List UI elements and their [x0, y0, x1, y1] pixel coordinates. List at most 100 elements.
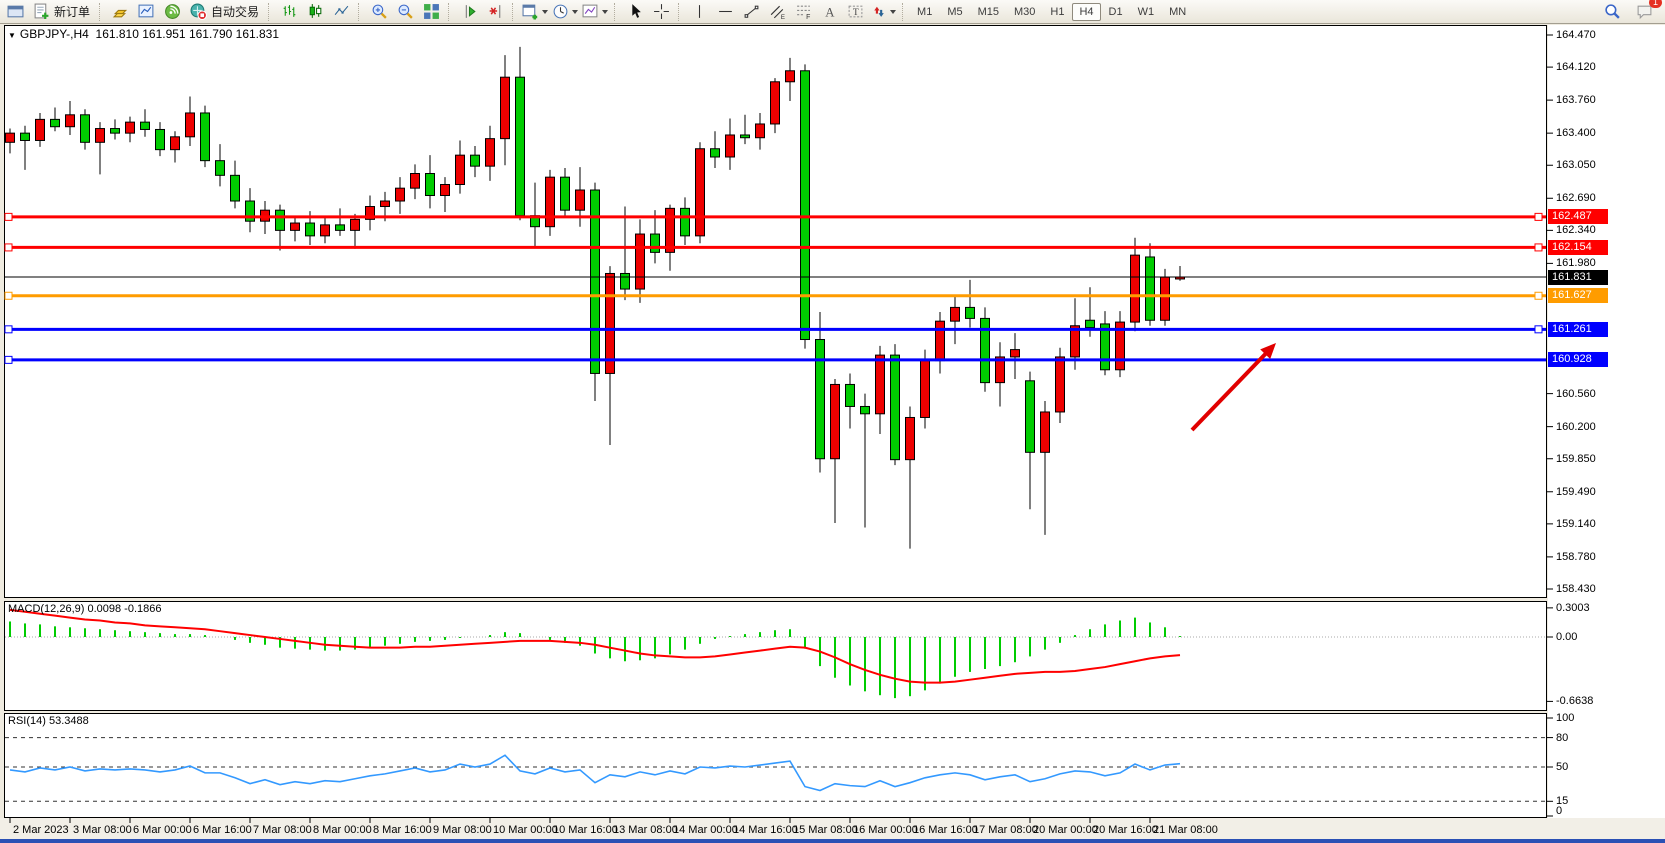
- candle: [140, 121, 150, 130]
- new-chart-button[interactable]: [520, 2, 550, 22]
- candle: [215, 160, 225, 176]
- crosshair-button[interactable]: [648, 2, 674, 22]
- candle: [200, 112, 210, 162]
- zoom-in-button[interactable]: [366, 2, 392, 22]
- channel-button[interactable]: E: [764, 2, 790, 22]
- chart-shift-button[interactable]: [456, 2, 482, 22]
- rsi-line: [9, 754, 1181, 792]
- zoom-out-button[interactable]: [392, 2, 418, 22]
- price-tick-label: 160.560: [1556, 387, 1596, 400]
- horizontal-line-button[interactable]: [712, 2, 738, 22]
- candle: [485, 138, 495, 167]
- candle: [875, 354, 885, 415]
- candle: [275, 209, 285, 231]
- line-chart-button[interactable]: [328, 2, 354, 22]
- tf-button-mn[interactable]: MN: [1169, 5, 1187, 18]
- window-button[interactable]: [2, 2, 28, 22]
- tf-button-m30[interactable]: M30: [1014, 5, 1036, 18]
- candle: [935, 320, 945, 362]
- profile-button[interactable]: [133, 2, 159, 22]
- date-tick-label: 2 Mar 2023: [13, 824, 69, 836]
- arrows-icon: [874, 6, 884, 17]
- hline-161.627[interactable]: [4, 291, 1546, 300]
- tf-button-h4[interactable]: H4: [1072, 2, 1101, 21]
- text-button[interactable]: A: [816, 2, 842, 22]
- candle: [1160, 276, 1170, 321]
- candle: [620, 272, 630, 290]
- candle: [185, 112, 195, 138]
- trendline-button[interactable]: [738, 2, 764, 22]
- candle: [1100, 323, 1110, 371]
- hline-162.154[interactable]: [4, 243, 1546, 252]
- auto-scroll-button[interactable]: [482, 2, 508, 22]
- toolbar-separator: [99, 2, 103, 21]
- candle: [395, 187, 405, 202]
- date-tick-label: 14 Mar 16:00: [733, 824, 798, 836]
- candle: [995, 356, 1005, 384]
- price-tag: 161.831: [1548, 269, 1608, 285]
- notifications-button[interactable]: 1: [1631, 0, 1662, 22]
- date-tick-label: 10 Mar 00:00: [493, 824, 558, 836]
- candle: [650, 233, 660, 253]
- tf-button-m1[interactable]: M1: [917, 5, 933, 18]
- tf-button-m15[interactable]: M15: [977, 5, 999, 18]
- candle: [155, 128, 165, 151]
- line-handle: [4, 291, 13, 300]
- candle: [335, 224, 345, 231]
- cursor-button[interactable]: [622, 2, 648, 22]
- candle: [125, 121, 135, 134]
- candlestick-icon: [309, 4, 321, 18]
- candle: [635, 233, 645, 290]
- candle: [440, 184, 450, 197]
- candle: [365, 206, 375, 220]
- price-tag: 160.928: [1548, 352, 1608, 368]
- price-tick-label: 159.140: [1556, 517, 1596, 530]
- candle: [1010, 349, 1020, 358]
- candle: [110, 128, 120, 134]
- macd-label: MACD(12,26,9) 0.0098 -0.1866: [8, 603, 162, 615]
- search-icon: [1604, 4, 1620, 19]
- chart-canvas[interactable]: [0, 24, 1665, 843]
- fibonacci-button[interactable]: F: [790, 2, 816, 22]
- price-axis[interactable]: [1548, 25, 1665, 818]
- candle: [500, 76, 510, 140]
- price-tag: 162.154: [1548, 239, 1608, 255]
- auto-trading-button[interactable]: 自动交易: [185, 2, 264, 22]
- trend-arrow-annotation[interactable]: [1190, 343, 1276, 432]
- macd-tick-label: 0.00: [1556, 631, 1578, 643]
- tile-windows-button[interactable]: [418, 2, 444, 22]
- vertical-line-button[interactable]: [686, 2, 712, 22]
- candle: [890, 354, 900, 461]
- tf-button-w1[interactable]: W1: [1137, 5, 1155, 18]
- rsi-tick-label: 50: [1556, 761, 1569, 773]
- text-label-button[interactable]: T: [842, 2, 868, 22]
- date-tick-label: 3 Mar 08:00: [73, 824, 132, 836]
- tf-button-m5[interactable]: M5: [947, 5, 963, 18]
- auto-scroll-icon: [489, 5, 500, 18]
- horizontal-line-icon: [718, 10, 732, 13]
- hline-160.928[interactable]: [4, 355, 1546, 364]
- arrows-button[interactable]: [868, 2, 898, 22]
- new-order-button[interactable]: 新订单: [28, 2, 95, 22]
- macd-layer: [5, 607, 1553, 702]
- candlestick-button[interactable]: [302, 2, 328, 22]
- candle: [665, 207, 675, 253]
- candle: [1115, 321, 1125, 371]
- date-axis[interactable]: 2 Mar 2023 3 Mar 08:00 6 Mar 00:00 6 Mar 16…: [0, 818, 1665, 843]
- bar-chart-button[interactable]: [276, 2, 302, 22]
- template-button[interactable]: [580, 2, 610, 22]
- tf-button-h1[interactable]: H1: [1050, 5, 1065, 18]
- hline-161.261[interactable]: [4, 325, 1546, 334]
- tf-button-d1[interactable]: D1: [1108, 5, 1123, 18]
- hline-162.487[interactable]: [4, 212, 1546, 221]
- gold-button[interactable]: [107, 2, 133, 22]
- search-button[interactable]: [1599, 2, 1625, 22]
- price-tick-label: 163.050: [1556, 159, 1596, 172]
- line-handle: [4, 243, 13, 252]
- signals-button[interactable]: [159, 2, 185, 22]
- cursor-icon: [631, 4, 641, 18]
- line-chart-icon: [334, 5, 348, 16]
- price-tick-label: 162.340: [1556, 224, 1596, 237]
- vertical-line-icon: [698, 5, 700, 18]
- period-button[interactable]: [550, 2, 580, 22]
